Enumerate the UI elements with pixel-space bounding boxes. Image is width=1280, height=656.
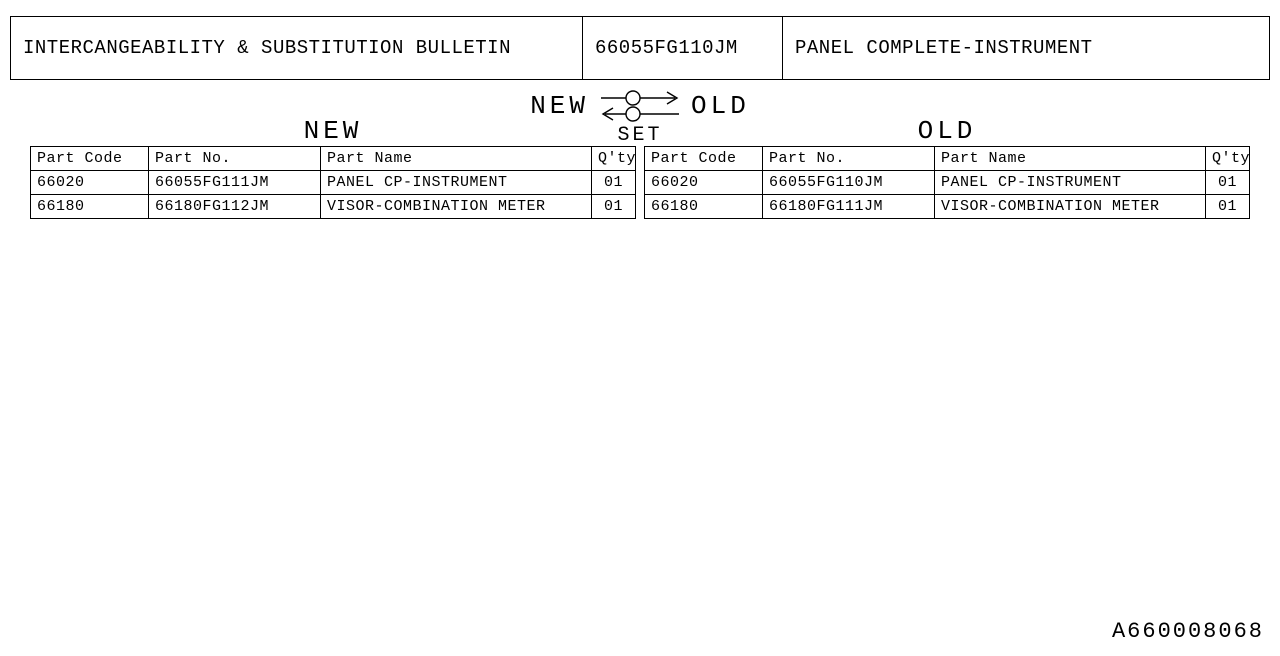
old-table: Part Code Part No. Part Name Q'ty 66020 … (644, 146, 1250, 219)
new-table: Part Code Part No. Part Name Q'ty 66020 … (30, 146, 636, 219)
tables-wrap: NEW Part Code Part No. Part Name Q'ty 66… (30, 146, 1250, 219)
cell-code: 66020 (645, 171, 763, 195)
cell-qty: 01 (592, 171, 636, 195)
old-side: OLD Part Code Part No. Part Name Q'ty 66… (644, 146, 1250, 219)
col-qty: Q'ty (1206, 147, 1250, 171)
new-side: NEW Part Code Part No. Part Name Q'ty 66… (30, 146, 636, 219)
cell-code: 66180 (31, 195, 149, 219)
table-header-row: Part Code Part No. Part Name Q'ty (645, 147, 1250, 171)
header-part-no: 66055FG110JM (583, 17, 783, 79)
col-name: Part Name (935, 147, 1206, 171)
footer-code: A660008068 (1112, 619, 1264, 644)
cell-no: 66055FG110JM (763, 171, 935, 195)
cell-name: VISOR-COMBINATION METER (935, 195, 1206, 219)
cell-code: 66180 (645, 195, 763, 219)
cell-code: 66020 (31, 171, 149, 195)
header-title: INTERCANGEABILITY & SUBSTITUTION BULLETI… (11, 17, 583, 79)
header-part-name: PANEL COMPLETE-INSTRUMENT (783, 17, 1269, 79)
table-row: 66180 66180FG111JM VISOR-COMBINATION MET… (645, 195, 1250, 219)
table-row: 66020 66055FG111JM PANEL CP-INSTRUMENT 0… (31, 171, 636, 195)
table-header-row: Part Code Part No. Part Name Q'ty (31, 147, 636, 171)
set-label: SET (0, 124, 1280, 147)
cell-qty: 01 (592, 195, 636, 219)
arrows-block: NEW OLD SET (0, 86, 1280, 146)
table-row: 66180 66180FG112JM VISOR-COMBINATION MET… (31, 195, 636, 219)
table-row: 66020 66055FG110JM PANEL CP-INSTRUMENT 0… (645, 171, 1250, 195)
col-code: Part Code (31, 147, 149, 171)
bidirectional-arrow-icon (595, 86, 685, 126)
arrows-right-label: OLD (691, 91, 750, 121)
cell-no: 66180FG112JM (149, 195, 321, 219)
cell-name: PANEL CP-INSTRUMENT (935, 171, 1206, 195)
cell-no: 66055FG111JM (149, 171, 321, 195)
cell-no: 66180FG111JM (763, 195, 935, 219)
cell-name: VISOR-COMBINATION METER (321, 195, 592, 219)
col-no: Part No. (149, 147, 321, 171)
old-title: OLD (918, 116, 977, 146)
cell-qty: 01 (1206, 195, 1250, 219)
col-name: Part Name (321, 147, 592, 171)
cell-qty: 01 (1206, 171, 1250, 195)
col-code: Part Code (645, 147, 763, 171)
new-title: NEW (304, 116, 363, 146)
cell-name: PANEL CP-INSTRUMENT (321, 171, 592, 195)
header-row: INTERCANGEABILITY & SUBSTITUTION BULLETI… (10, 16, 1270, 80)
col-qty: Q'ty (592, 147, 636, 171)
arrows-left-label: NEW (530, 91, 589, 121)
col-no: Part No. (763, 147, 935, 171)
